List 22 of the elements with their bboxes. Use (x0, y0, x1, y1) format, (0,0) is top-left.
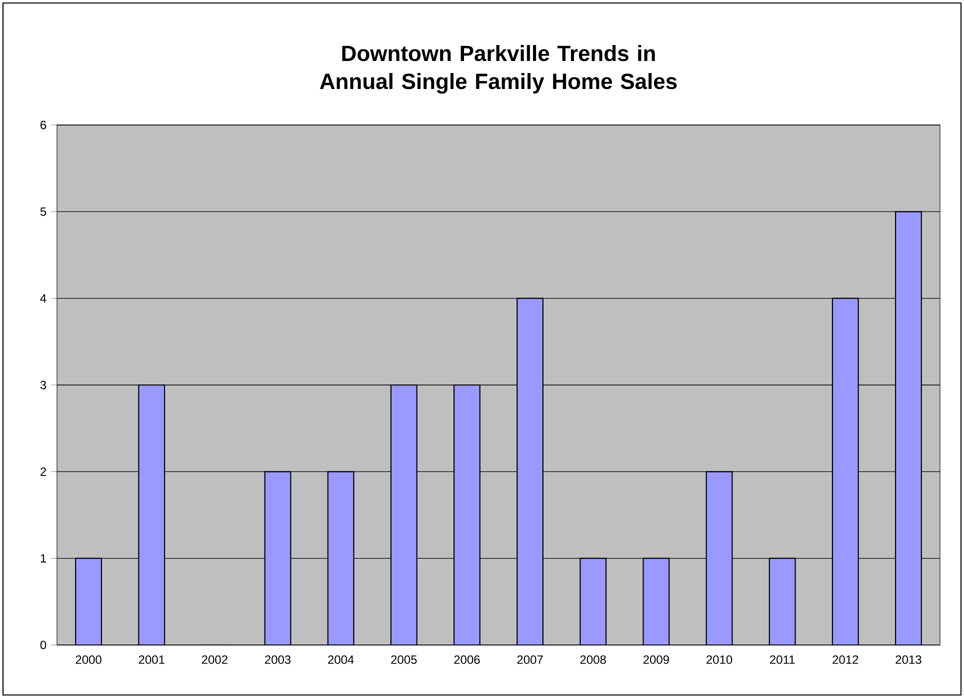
x-tick-label: 2008 (580, 655, 606, 664)
x-tick-label: 2012 (832, 655, 858, 664)
x-tick-label: 2010 (706, 655, 732, 664)
y-tick-label: 0 (40, 640, 46, 650)
x-tick-label: 2007 (517, 655, 543, 664)
x-tick-label: 2001 (138, 655, 164, 664)
y-tick-label: 2 (40, 467, 46, 476)
y-tick-label: 1 (40, 554, 46, 562)
x-tick-label: 2003 (265, 655, 291, 664)
y-tick-label: 6 (40, 120, 46, 130)
x-tick-label: 2002 (202, 655, 228, 664)
x-tick-label: 2004 (328, 655, 354, 664)
x-tick-label: 2000 (76, 655, 102, 664)
y-tick-label: 5 (40, 207, 46, 216)
x-tick-label: 2006 (454, 655, 480, 664)
x-tick-label: 2005 (391, 655, 417, 664)
y-tick-label: 3 (40, 380, 46, 390)
x-tick-label: 2011 (770, 655, 795, 664)
x-tick-label: 2009 (643, 655, 669, 664)
x-tick-label: 2013 (896, 655, 922, 664)
y-tick-label: 4 (40, 294, 46, 302)
chart-title: Downtown Parkville Trends in Annual Single Family Home Sales (320, 45, 677, 94)
